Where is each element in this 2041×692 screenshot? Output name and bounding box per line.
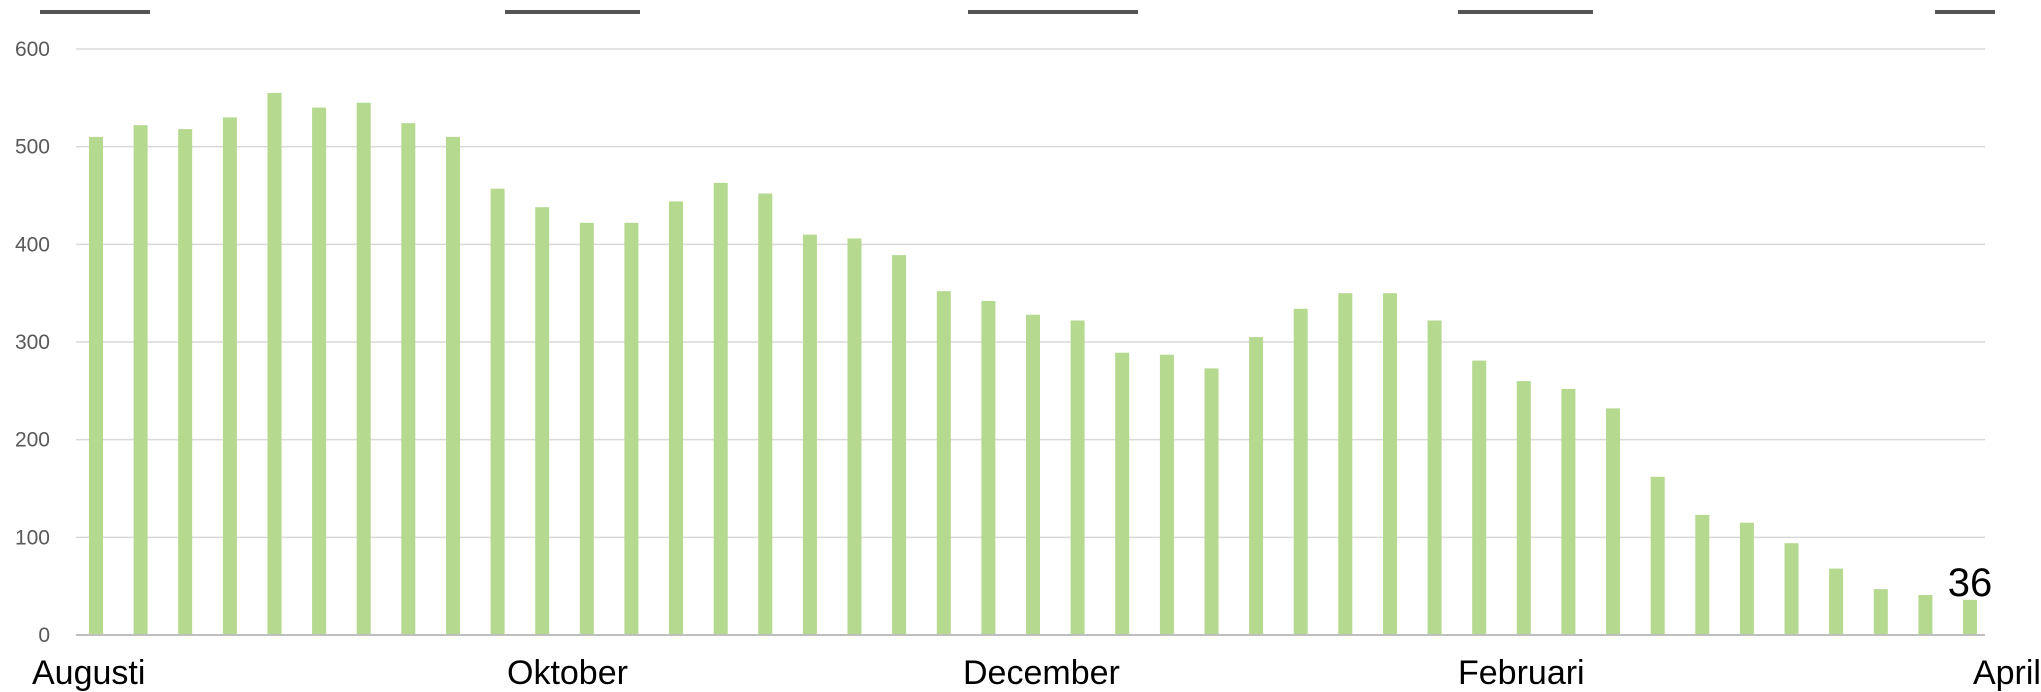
bar xyxy=(713,182,728,636)
bar xyxy=(669,201,683,635)
bar xyxy=(1293,308,1308,635)
x-tick-label: Augusti xyxy=(32,654,145,692)
bar xyxy=(892,255,907,635)
bar xyxy=(267,92,282,635)
y-tick-label: 600 xyxy=(15,38,50,61)
bar xyxy=(133,125,148,635)
bar xyxy=(1739,522,1754,635)
bar xyxy=(356,102,371,635)
y-tick-label: 100 xyxy=(15,526,50,549)
bar xyxy=(936,291,951,635)
data-labels: 36 xyxy=(1948,561,1993,605)
cropped-top-labels xyxy=(40,10,1995,14)
x-axis: Augusti Oktober December Februari April xyxy=(32,654,2041,692)
y-tick-label: 0 xyxy=(38,624,50,647)
bar xyxy=(1070,320,1085,635)
bar xyxy=(1249,337,1264,635)
y-tick-label: 500 xyxy=(15,136,50,159)
bar xyxy=(1829,568,1844,635)
bar xyxy=(847,238,862,635)
bar xyxy=(579,222,594,636)
bar xyxy=(1963,599,1977,635)
bar xyxy=(446,136,460,635)
bar xyxy=(1427,320,1442,635)
y-tick-label: 300 xyxy=(15,331,50,354)
bar xyxy=(1159,354,1174,635)
bars xyxy=(89,92,1977,636)
bar xyxy=(1918,595,1933,635)
bar xyxy=(178,129,193,635)
x-tick-label: Februari xyxy=(1458,654,1585,692)
bar xyxy=(1561,388,1576,635)
y-axis: 0 100 200 300 400 500 600 xyxy=(15,38,50,647)
bar xyxy=(89,136,103,635)
y-tick-label: 200 xyxy=(15,429,50,452)
bar xyxy=(758,193,773,635)
bar xyxy=(1204,368,1219,635)
bar xyxy=(1383,293,1397,635)
bar xyxy=(1650,476,1665,635)
bar xyxy=(1516,381,1531,635)
bar xyxy=(981,301,996,635)
bar xyxy=(1695,514,1710,635)
bar xyxy=(1338,293,1353,635)
bar xyxy=(1873,589,1888,635)
x-tick-label: Oktober xyxy=(507,654,628,692)
x-tick-label: December xyxy=(963,654,1120,692)
bar xyxy=(1026,314,1040,635)
bar xyxy=(1784,543,1799,635)
bar xyxy=(1606,408,1620,635)
bar xyxy=(802,234,817,635)
bar xyxy=(222,117,237,635)
bar xyxy=(624,222,639,636)
data-label: 36 xyxy=(1948,561,1993,605)
bar xyxy=(490,188,505,635)
bar xyxy=(1115,352,1130,635)
bar xyxy=(312,107,327,636)
bar xyxy=(1472,360,1487,635)
x-tick-label: April xyxy=(1973,654,2041,692)
y-tick-label: 400 xyxy=(15,233,50,256)
bar xyxy=(401,123,416,635)
bar xyxy=(535,207,550,635)
